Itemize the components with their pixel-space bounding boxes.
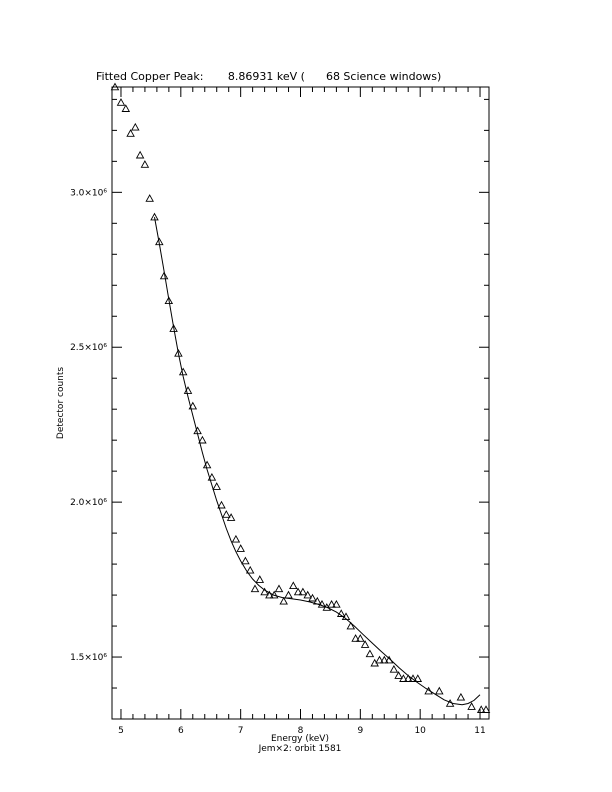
data-point	[360, 640, 370, 648]
data-point	[121, 104, 131, 112]
data-points	[110, 82, 491, 713]
data-point	[150, 212, 159, 221]
data-point	[476, 705, 486, 713]
data-point	[467, 702, 476, 710]
data-point	[279, 596, 288, 605]
x-tick-label: 8	[298, 726, 304, 736]
y-tick-labels: 1.5×10⁶ 2.0×10⁶ 2.5×10⁶ 3.0×10⁶	[70, 188, 107, 663]
x-tick-label: 11	[474, 726, 485, 736]
data-point	[202, 460, 212, 469]
data-point	[255, 575, 265, 583]
data-point	[389, 664, 399, 673]
data-point	[116, 98, 126, 106]
data-point	[236, 544, 245, 552]
y-tick-label: 2.0×10⁶	[70, 498, 107, 508]
data-point	[169, 324, 178, 332]
data-point	[403, 674, 413, 682]
data-point	[145, 194, 154, 202]
data-point	[226, 513, 236, 521]
data-point	[308, 593, 317, 602]
data-point	[351, 634, 360, 642]
data-point	[399, 674, 408, 682]
data-point	[303, 590, 312, 599]
data-point	[365, 649, 375, 658]
data-point	[140, 160, 150, 168]
data-point	[313, 596, 322, 605]
data-point	[260, 587, 269, 596]
x-tick-label: 6	[178, 726, 184, 736]
data-point	[231, 534, 241, 543]
data-point	[222, 510, 231, 518]
fit-line	[154, 217, 481, 706]
data-point	[135, 150, 145, 159]
chart-title: Fitted Copper Peak: 8.86931 keV ( 68 Sci…	[96, 70, 441, 83]
data-point	[394, 671, 403, 679]
data-point	[126, 129, 135, 137]
data-point	[217, 500, 226, 509]
x-axis-label: Energy (keV)	[271, 734, 329, 744]
data-point	[241, 556, 250, 565]
data-point	[110, 82, 120, 91]
data-point	[424, 686, 433, 695]
data-point	[375, 655, 384, 664]
data-point	[435, 686, 444, 695]
data-point	[183, 386, 193, 394]
y-tick-label: 3.0×10⁶	[70, 188, 107, 198]
y-axis-label: Detector counts	[56, 367, 66, 439]
data-point	[245, 565, 255, 574]
x-tick-label: 10	[414, 726, 426, 736]
data-point	[317, 599, 327, 608]
data-point	[174, 348, 183, 357]
data-point	[164, 296, 174, 305]
data-point	[284, 590, 293, 599]
data-point	[269, 590, 279, 599]
data-point	[356, 634, 365, 642]
data-point	[193, 426, 202, 435]
data-point	[481, 705, 491, 713]
data-point	[178, 367, 188, 376]
plot-frame	[111, 86, 490, 720]
data-point	[250, 584, 260, 593]
data-point	[207, 472, 217, 481]
data-point	[289, 581, 298, 590]
data-point	[413, 674, 423, 682]
y-tick-label: 2.5×10⁶	[70, 343, 107, 353]
x-tick-label: 5	[118, 726, 124, 736]
data-point	[212, 482, 221, 490]
data-point	[155, 237, 164, 246]
data-point	[456, 692, 466, 701]
data-point	[159, 271, 169, 280]
x-tick-label: 7	[238, 726, 244, 736]
data-point	[346, 621, 356, 630]
x-tick-label: 9	[357, 726, 363, 736]
y-tick-label: 1.5×10⁶	[70, 653, 107, 663]
axis-ticks	[112, 87, 489, 719]
data-point	[274, 584, 284, 593]
x-tick-labels: 5 6 7 8 9 10 11	[118, 726, 486, 736]
data-point	[384, 655, 394, 664]
data-point	[336, 609, 346, 617]
data-point	[341, 612, 351, 621]
data-point	[408, 674, 418, 682]
data-point	[188, 401, 198, 410]
data-point	[265, 590, 274, 599]
data-point	[293, 587, 303, 596]
data-point	[298, 587, 308, 596]
data-point	[332, 599, 341, 608]
chart-subtitle: Jem×2: orbit 1581	[258, 744, 342, 754]
data-point	[380, 655, 389, 664]
data-point	[445, 699, 455, 707]
data-point	[198, 435, 207, 444]
data-point	[131, 122, 140, 131]
data-point	[327, 599, 336, 608]
